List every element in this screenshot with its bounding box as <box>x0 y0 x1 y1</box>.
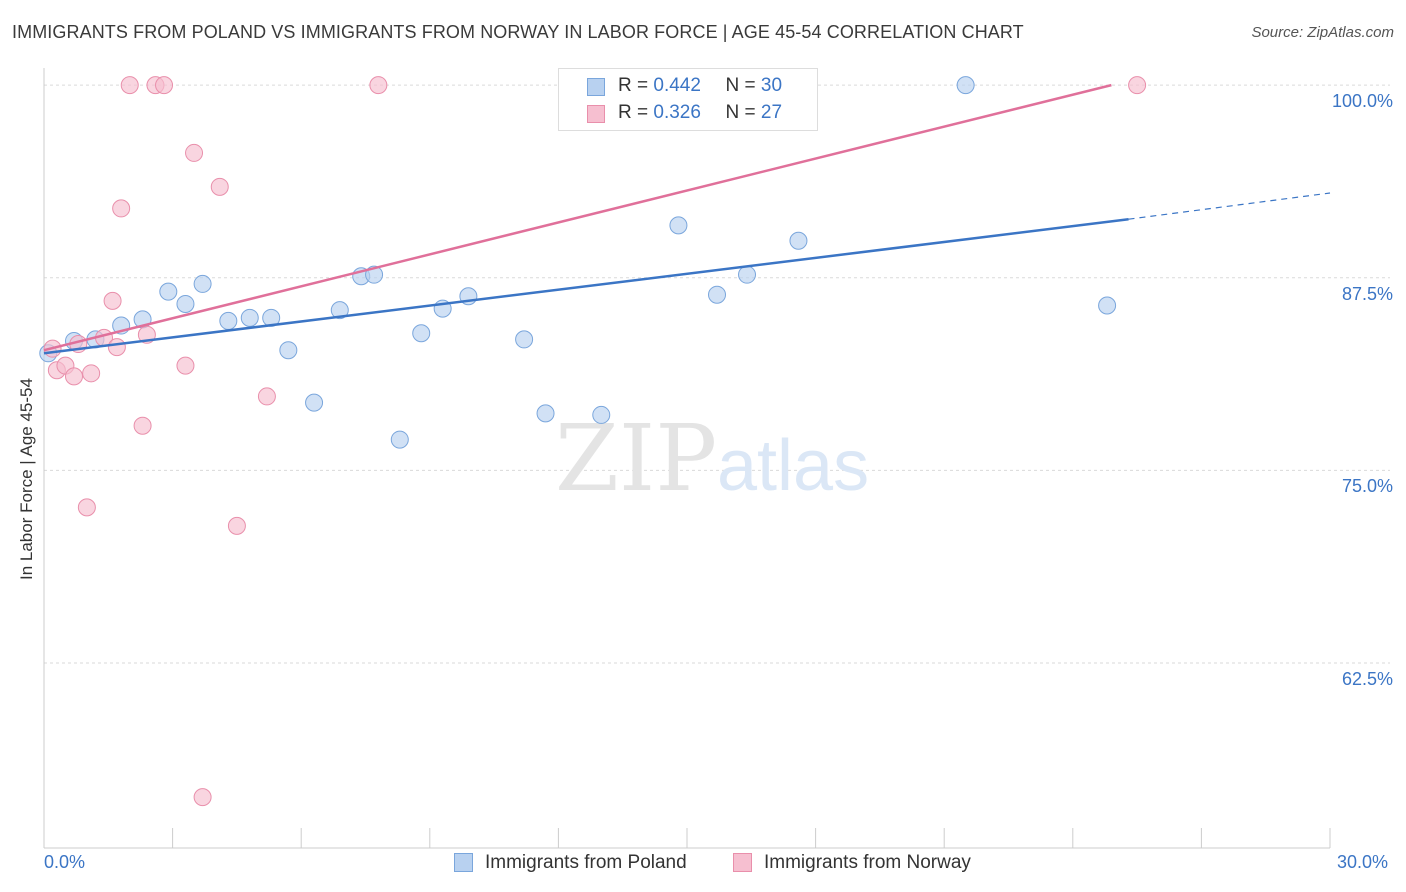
poland-point-8 <box>219 311 238 330</box>
poland-point-21 <box>536 404 555 423</box>
poland-point-23 <box>669 216 688 235</box>
poland-trend-line <box>43 217 1129 355</box>
norway-r-value: 0.326 <box>653 102 701 123</box>
norway-point-19 <box>210 177 229 196</box>
poland-r-value: 0.442 <box>653 75 701 96</box>
y-tick-label-3: 62.5% <box>1341 669 1393 690</box>
axes <box>43 68 1331 849</box>
norway-point-10 <box>112 199 131 218</box>
poland-swatch <box>587 78 605 96</box>
norway-trend-line <box>43 83 1112 352</box>
y-tick-label-1: 87.5% <box>1341 283 1393 304</box>
norway-point-16 <box>176 356 195 375</box>
poland-point-22 <box>592 405 611 424</box>
norway-point-20 <box>227 516 246 535</box>
poland-point-12 <box>305 393 324 412</box>
stats-legend: R = 0.442 N = 30 R = 0.326 N = 27 <box>558 68 818 131</box>
poland-point-17 <box>412 324 431 343</box>
poland-point-28 <box>956 76 975 95</box>
poland-point-16 <box>390 430 409 449</box>
norway-point-18 <box>193 788 212 807</box>
norway-point-12 <box>133 416 152 435</box>
chart-title: IMMIGRANTS FROM POLAND VS IMMIGRANTS FRO… <box>12 22 1024 42</box>
poland-point-20 <box>515 330 534 349</box>
x-tick-max: 30.0% <box>1337 852 1389 872</box>
poland-point-6 <box>176 294 195 313</box>
poland-point-13 <box>330 301 349 320</box>
r-label: R = <box>618 102 649 123</box>
source-label: Source: ZipAtlas.com <box>1251 24 1394 41</box>
norway-legend-label: Immigrants from Norway <box>764 852 971 873</box>
poland-point-7 <box>193 274 212 293</box>
poland-point-24 <box>708 285 727 304</box>
y-tick-label-2: 75.0% <box>1341 476 1393 497</box>
y-axis-label: In Labor Force | Age 45-54 <box>17 378 36 580</box>
norway-point-17 <box>185 143 204 162</box>
norway-n-value: 27 <box>760 102 783 123</box>
poland-point-25 <box>738 265 757 284</box>
poland-legend-swatch <box>454 853 473 872</box>
trend-lines <box>43 83 1331 355</box>
r-label: R = <box>618 75 649 96</box>
y-tick-label-0: 100.0% <box>1331 91 1393 112</box>
watermark: ZIP atlas <box>555 405 869 512</box>
poland-legend-label: Immigrants from Poland <box>485 852 687 873</box>
norway-point-21 <box>257 387 276 406</box>
poland-point-9 <box>240 308 259 327</box>
norway-point-22 <box>369 76 388 95</box>
norway-point-23 <box>1128 76 1147 95</box>
gridlines <box>44 84 1390 664</box>
watermark-zip: ZIP <box>555 405 717 512</box>
norway-point-8 <box>103 291 122 310</box>
norway-point-3 <box>65 367 84 386</box>
poland-n-value: 30 <box>760 75 783 96</box>
norway-point-6 <box>82 364 101 383</box>
norway-legend-swatch <box>733 853 752 872</box>
poland-point-29 <box>1098 296 1117 315</box>
poland-point-26 <box>789 231 808 250</box>
poland-trend-extension <box>1128 192 1331 220</box>
norway-swatch <box>587 105 605 123</box>
x-tick-min: 0.0% <box>44 852 86 872</box>
poland-point-11 <box>279 341 298 360</box>
poland-point-5 <box>159 282 178 301</box>
n-label: N = <box>725 75 756 96</box>
norway-point-15 <box>155 76 174 95</box>
norway-point-11 <box>120 76 139 95</box>
watermark-atlas: atlas <box>717 426 869 506</box>
norway-point-9 <box>107 338 126 357</box>
n-label: N = <box>725 102 756 123</box>
norway-point-5 <box>77 498 96 517</box>
